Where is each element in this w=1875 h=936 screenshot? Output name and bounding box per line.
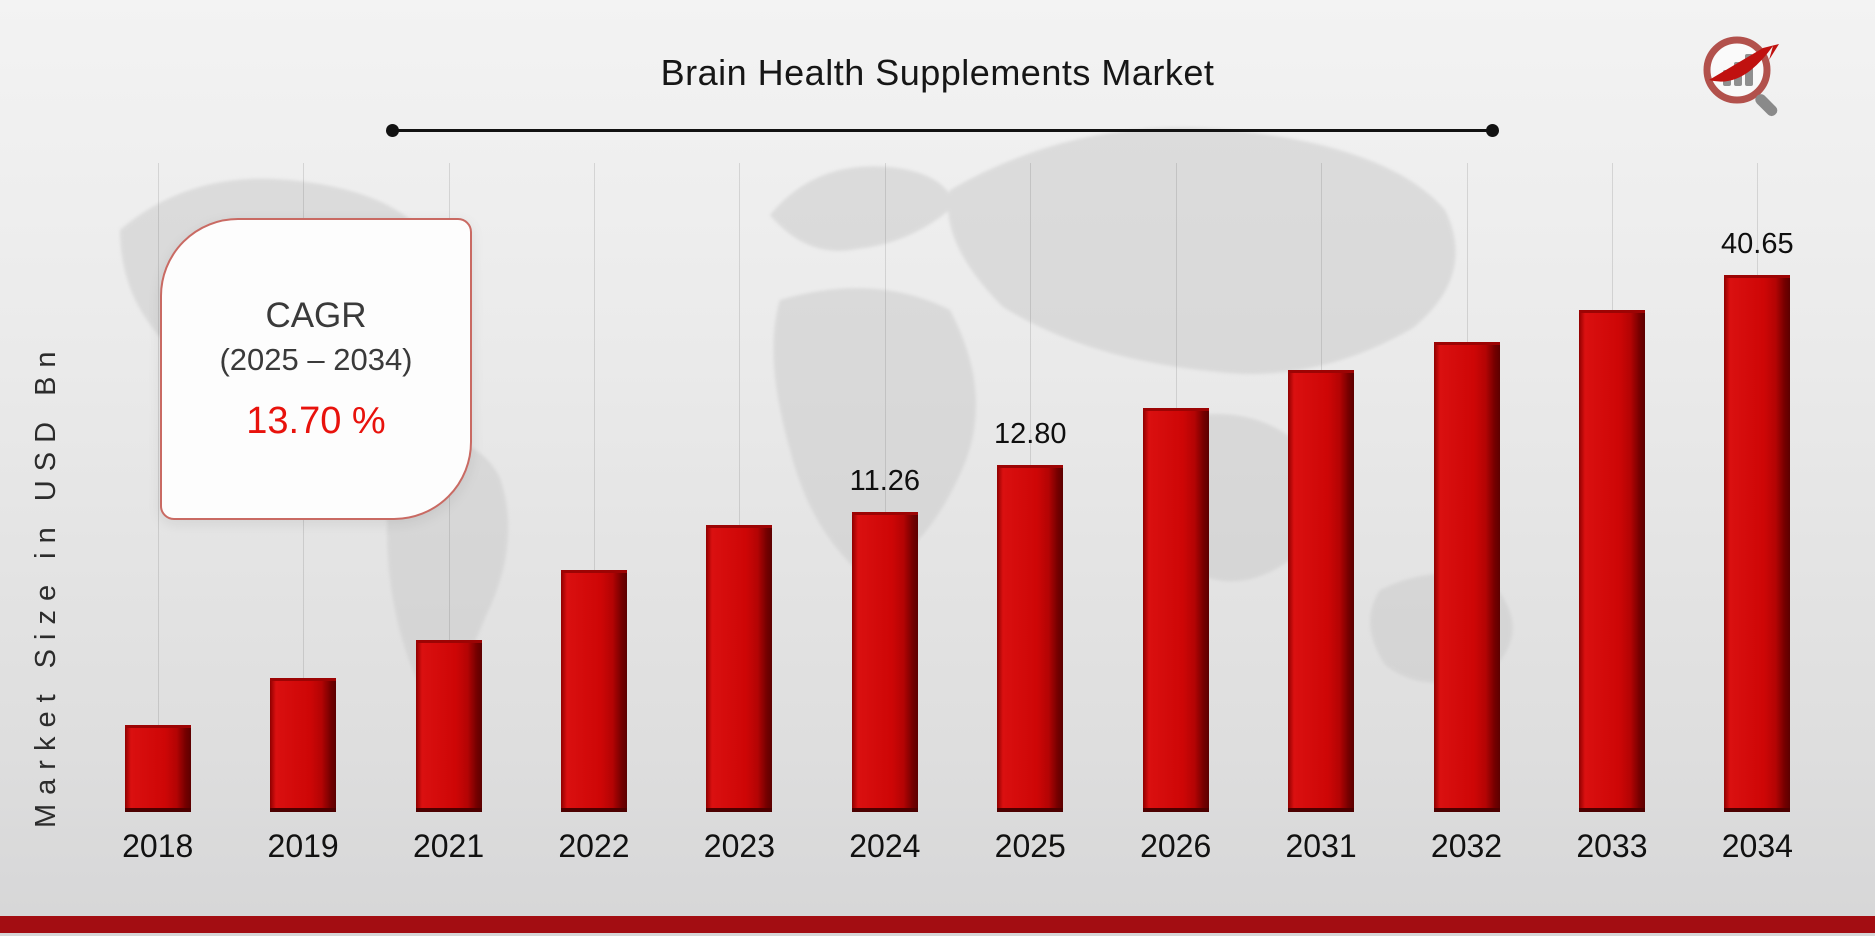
x-tick-label: 2026 (1140, 828, 1212, 864)
gridline (157, 163, 159, 812)
bar (706, 525, 773, 812)
y-axis-label: Market Size in USD Bn (30, 342, 62, 828)
bar (560, 570, 627, 812)
bar-group: 2018 (85, 163, 230, 864)
bar (415, 640, 482, 812)
x-tick-label: 2033 (1576, 828, 1648, 864)
gridline (593, 163, 595, 812)
cagr-label: CAGR (265, 295, 367, 335)
x-tick-label: 2021 (412, 828, 485, 864)
bar-value-label: 12.80 (993, 418, 1067, 450)
bar-group: 11.26 2024 (812, 163, 957, 864)
x-tick-label: 2019 (267, 828, 339, 864)
title-rule-dot-right (1486, 124, 1499, 137)
page-title: Brain Health Supplements Market (660, 52, 1215, 93)
cagr-range: (2025 – 2034) (219, 341, 413, 377)
x-tick-label: 2032 (1430, 828, 1503, 864)
bar (1433, 342, 1500, 812)
bar-group: 40.65 2034 (1685, 163, 1830, 864)
market-research-future-logo (1703, 36, 1779, 117)
logo-arrow (1709, 44, 1779, 82)
title-rule-dot-left (386, 124, 399, 137)
gridline (739, 163, 741, 812)
bar-group: 2032 (1394, 163, 1539, 864)
bar-value-label: 40.65 (1721, 228, 1794, 260)
cagr-callout: CAGR (2025 – 2034) 13.70 % (160, 218, 472, 520)
bar (1724, 275, 1791, 812)
bar-group: 2021 (376, 163, 521, 864)
x-tick-label: 2024 (849, 828, 921, 864)
bar-group: 2033 (1539, 163, 1684, 864)
x-tick-label: 2031 (1285, 828, 1357, 864)
bar-group: 12.80 2025 (958, 163, 1103, 864)
bar-group: 2022 (521, 163, 666, 864)
plot-area: 2018 2019 2021 2022 2023 11.26 2024 12.80 2025 20… (85, 163, 1830, 864)
bar-value-label: 11.26 (849, 465, 921, 497)
x-tick-label: 2034 (1721, 828, 1793, 864)
bottom-accent-strip (0, 916, 1875, 933)
bar (1578, 310, 1645, 812)
x-tick-label: 2025 (994, 828, 1066, 864)
title-rule (386, 124, 1499, 137)
x-tick-label: 2022 (558, 828, 630, 864)
gridline (884, 163, 886, 812)
bar (124, 725, 191, 812)
bar (851, 512, 918, 812)
bar-group: 2023 (667, 163, 812, 864)
bar (1142, 408, 1209, 812)
bar-group: 2026 (1103, 163, 1248, 864)
x-tick-label: 2018 (122, 828, 194, 864)
logo-handle (1755, 94, 1778, 117)
bar-group: 2031 (1248, 163, 1393, 864)
x-tick-label: 2023 (703, 828, 775, 864)
bar (997, 465, 1064, 812)
cagr-value: 13.70 % (246, 399, 386, 442)
bar (1288, 370, 1355, 812)
bar (270, 678, 337, 812)
